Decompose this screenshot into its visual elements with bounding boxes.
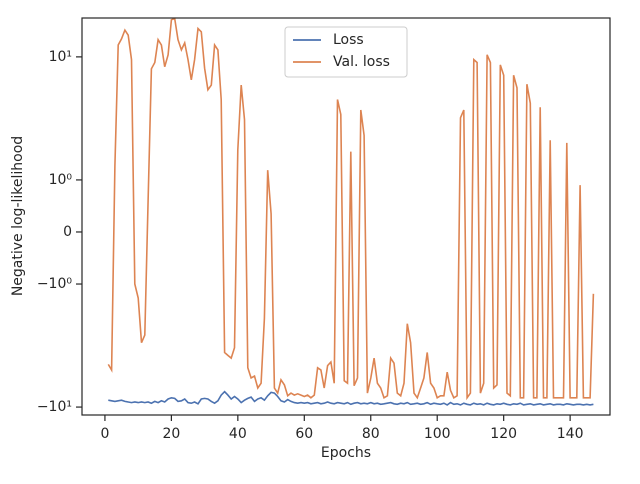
y-tick-label: −10¹ — [37, 399, 72, 415]
y-tick-label: 10⁰ — [49, 172, 73, 188]
y-axis-label: Negative log-likelihood — [10, 136, 26, 296]
x-axis-label: Epochs — [321, 445, 371, 461]
x-tick-label: 0 — [100, 426, 109, 442]
legend-label: Val. loss — [333, 54, 390, 70]
x-tick-label: 60 — [295, 426, 313, 442]
x-tick-label: 140 — [557, 426, 584, 442]
legend: Loss Val. loss — [284, 26, 408, 78]
x-tick-label: 40 — [229, 426, 247, 442]
series-line — [108, 390, 594, 406]
x-tick-label: 80 — [362, 426, 380, 442]
x-tick-label: 20 — [162, 426, 180, 442]
x-tick-label: 120 — [490, 426, 517, 442]
y-tick-label: 0 — [63, 224, 72, 240]
legend-label: Loss — [333, 32, 364, 48]
plot-frame — [81, 17, 611, 416]
y-tick-label: 10¹ — [49, 49, 72, 65]
x-tick-label: 100 — [424, 426, 451, 442]
series-line — [107, 17, 595, 401]
y-tick-label: −10⁰ — [37, 276, 73, 292]
